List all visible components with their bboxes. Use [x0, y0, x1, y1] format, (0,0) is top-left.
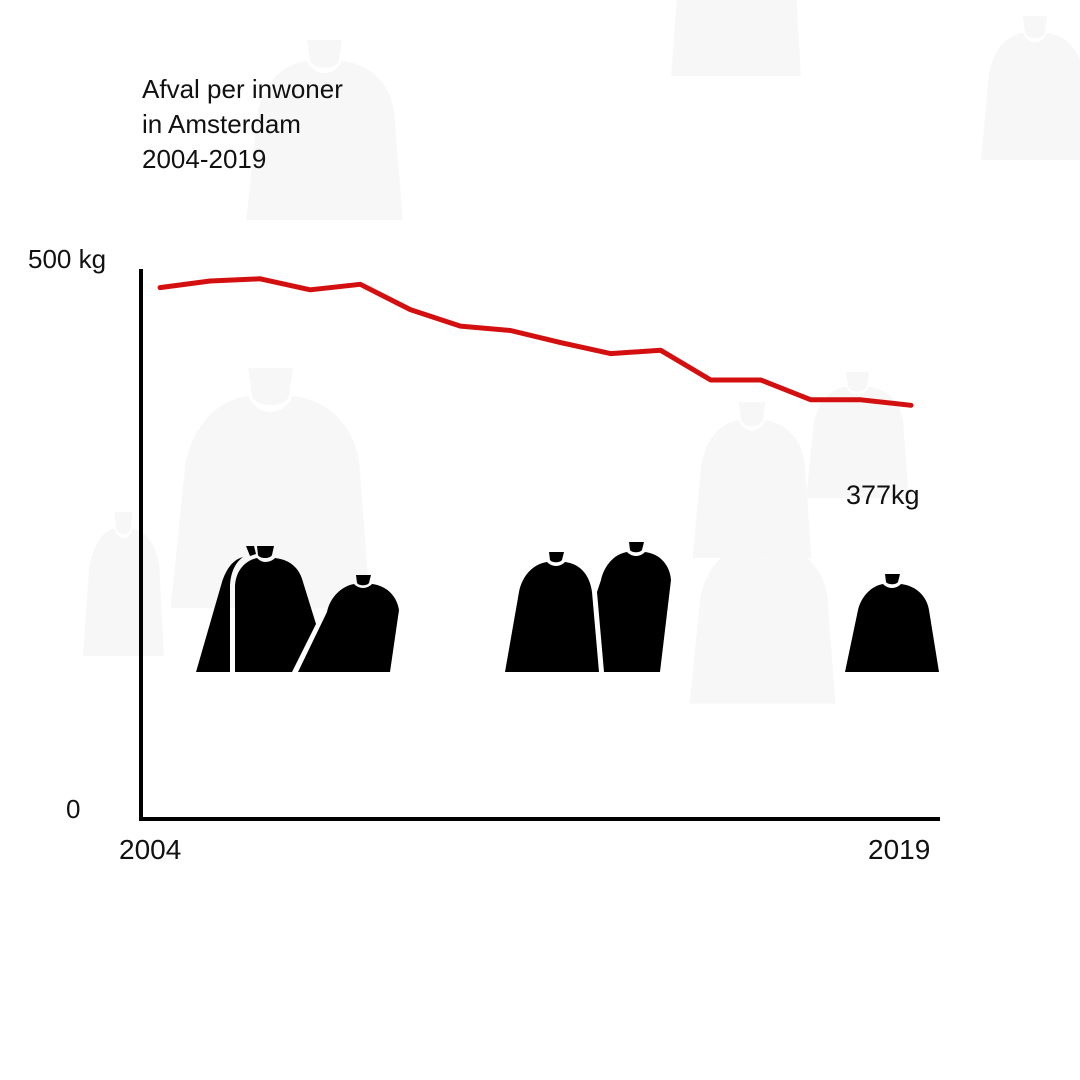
x-axis-end-label: 2019	[868, 834, 931, 865]
bag-icon	[845, 574, 939, 672]
y-axis-min-label: 0	[66, 794, 81, 824]
waste-line-series	[157, 276, 914, 408]
title-line-2: in Amsterdam	[142, 109, 301, 139]
axes	[139, 269, 940, 821]
bag-icon	[298, 575, 399, 672]
bg-bag-icon	[83, 512, 164, 656]
title-line-3: 2004-2019	[142, 144, 267, 174]
chart-title: Afval per inwoner in Amsterdam 2004-2019	[142, 72, 343, 177]
bag-icon	[235, 546, 316, 672]
y-axis-max-label: 500 kg	[28, 244, 107, 274]
bag-icon	[597, 542, 671, 672]
last-value-annotation: 377kg	[846, 480, 920, 510]
bg-bag-icon	[981, 16, 1080, 160]
bag-icon	[196, 546, 256, 672]
foreground-bags	[196, 542, 939, 672]
bag-icon	[505, 552, 599, 672]
bg-bag-icon	[671, 0, 801, 76]
title-line-1: Afval per inwoner	[142, 74, 343, 104]
x-axis-start-label: 2004	[119, 834, 182, 865]
